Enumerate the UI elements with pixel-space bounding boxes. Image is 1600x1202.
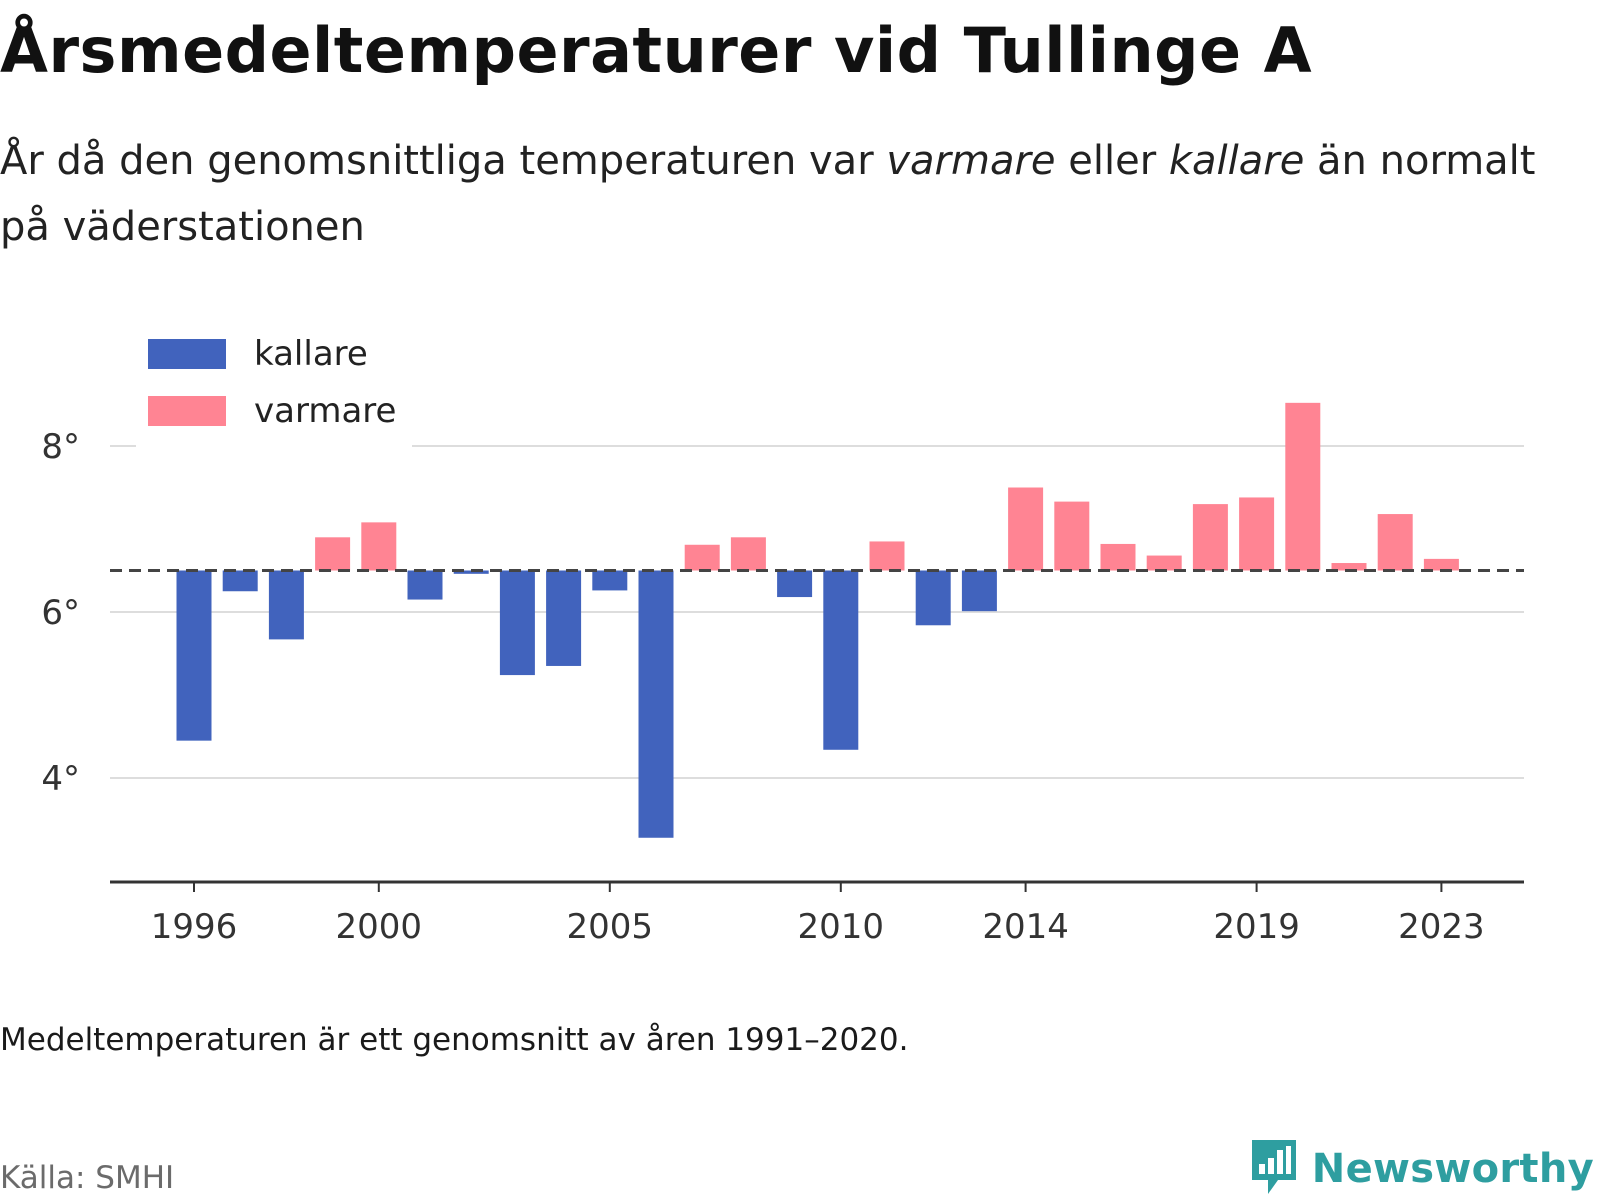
page-title: Årsmedeltemperaturer vid Tullinge A: [0, 14, 1313, 87]
bar-2022-varmare: [1377, 514, 1413, 571]
x-tick-label: 2000: [336, 907, 423, 947]
brand-logo: Newsworthy: [1248, 1136, 1594, 1202]
bar-2018-varmare: [1192, 504, 1228, 571]
chart-note: Medeltemperaturen är ett genomsnitt av å…: [0, 1022, 909, 1058]
bar-2015-varmare: [1054, 501, 1090, 571]
bar-2011-varmare: [869, 541, 905, 571]
brand-name: Newsworthy: [1311, 1146, 1594, 1192]
x-tick-label: 2014: [982, 907, 1069, 947]
bar-2023-varmare: [1423, 558, 1459, 571]
subtitle-warm: varmare: [886, 138, 1056, 184]
bar-2001-kallare: [407, 570, 443, 600]
bar-2005-kallare: [592, 570, 628, 591]
bar-2007-varmare: [684, 544, 720, 571]
subtitle-cold: kallare: [1168, 138, 1305, 184]
y-tick-label: 4°: [41, 759, 80, 799]
x-tick-label: 1996: [151, 907, 238, 947]
subtitle-text-3: än normalt på väderstationen: [0, 138, 1536, 250]
bar-2009-kallare: [777, 570, 813, 598]
bar-2006-kallare: [638, 570, 674, 838]
bar-2020-varmare: [1285, 402, 1321, 571]
legend-swatch-kallare: [148, 339, 226, 369]
subtitle-text-2: eller: [1055, 138, 1169, 184]
bar-2012-kallare: [915, 570, 951, 626]
bar-2021-varmare: [1331, 563, 1367, 571]
legend-label-varmare: varmare: [254, 391, 396, 431]
bar-2016-varmare: [1100, 543, 1136, 571]
page-subtitle: År då den genomsnittliga temperaturen va…: [0, 128, 1560, 260]
bar-2002-kallare: [453, 570, 489, 574]
bar-2019-varmare: [1239, 497, 1275, 571]
bar-1996-kallare: [176, 570, 212, 741]
legend-swatch-varmare: [148, 396, 226, 426]
bar-2008-varmare: [730, 537, 766, 571]
bar-1997-kallare: [222, 570, 258, 592]
x-tick-label: 2023: [1398, 907, 1485, 947]
chart-area: 4° 6° 8° 1996 2000 2005 2010 2014 2019 2023 kallar…: [0, 300, 1600, 984]
y-tick-label: 6°: [41, 593, 80, 633]
legend-label-kallare: kallare: [254, 334, 368, 374]
bar-2014-varmare: [1008, 487, 1044, 571]
x-tick-label: 2019: [1213, 907, 1300, 947]
source-label: Källa: SMHI: [0, 1160, 175, 1196]
bar-2013-kallare: [961, 570, 997, 612]
bar-2003-kallare: [499, 570, 535, 676]
bar-chart-icon: [1248, 1136, 1300, 1202]
subtitle-text-1: År då den genomsnittliga temperaturen va…: [0, 138, 887, 184]
x-tick-label: 2005: [567, 907, 654, 947]
bar-1998-kallare: [268, 570, 304, 640]
bar-2000-varmare: [361, 522, 397, 571]
y-tick-label: 8°: [41, 427, 80, 467]
bar-1999-varmare: [315, 537, 351, 571]
temperature-bar-chart: 4° 6° 8° 1996 2000 2005 2010 2014 2019 2023 kallar…: [41, 324, 1524, 947]
bar-2017-varmare: [1146, 555, 1182, 571]
bar-2004-kallare: [546, 570, 582, 666]
bar-2010-kallare: [823, 570, 859, 750]
x-tick-label: 2010: [798, 907, 885, 947]
